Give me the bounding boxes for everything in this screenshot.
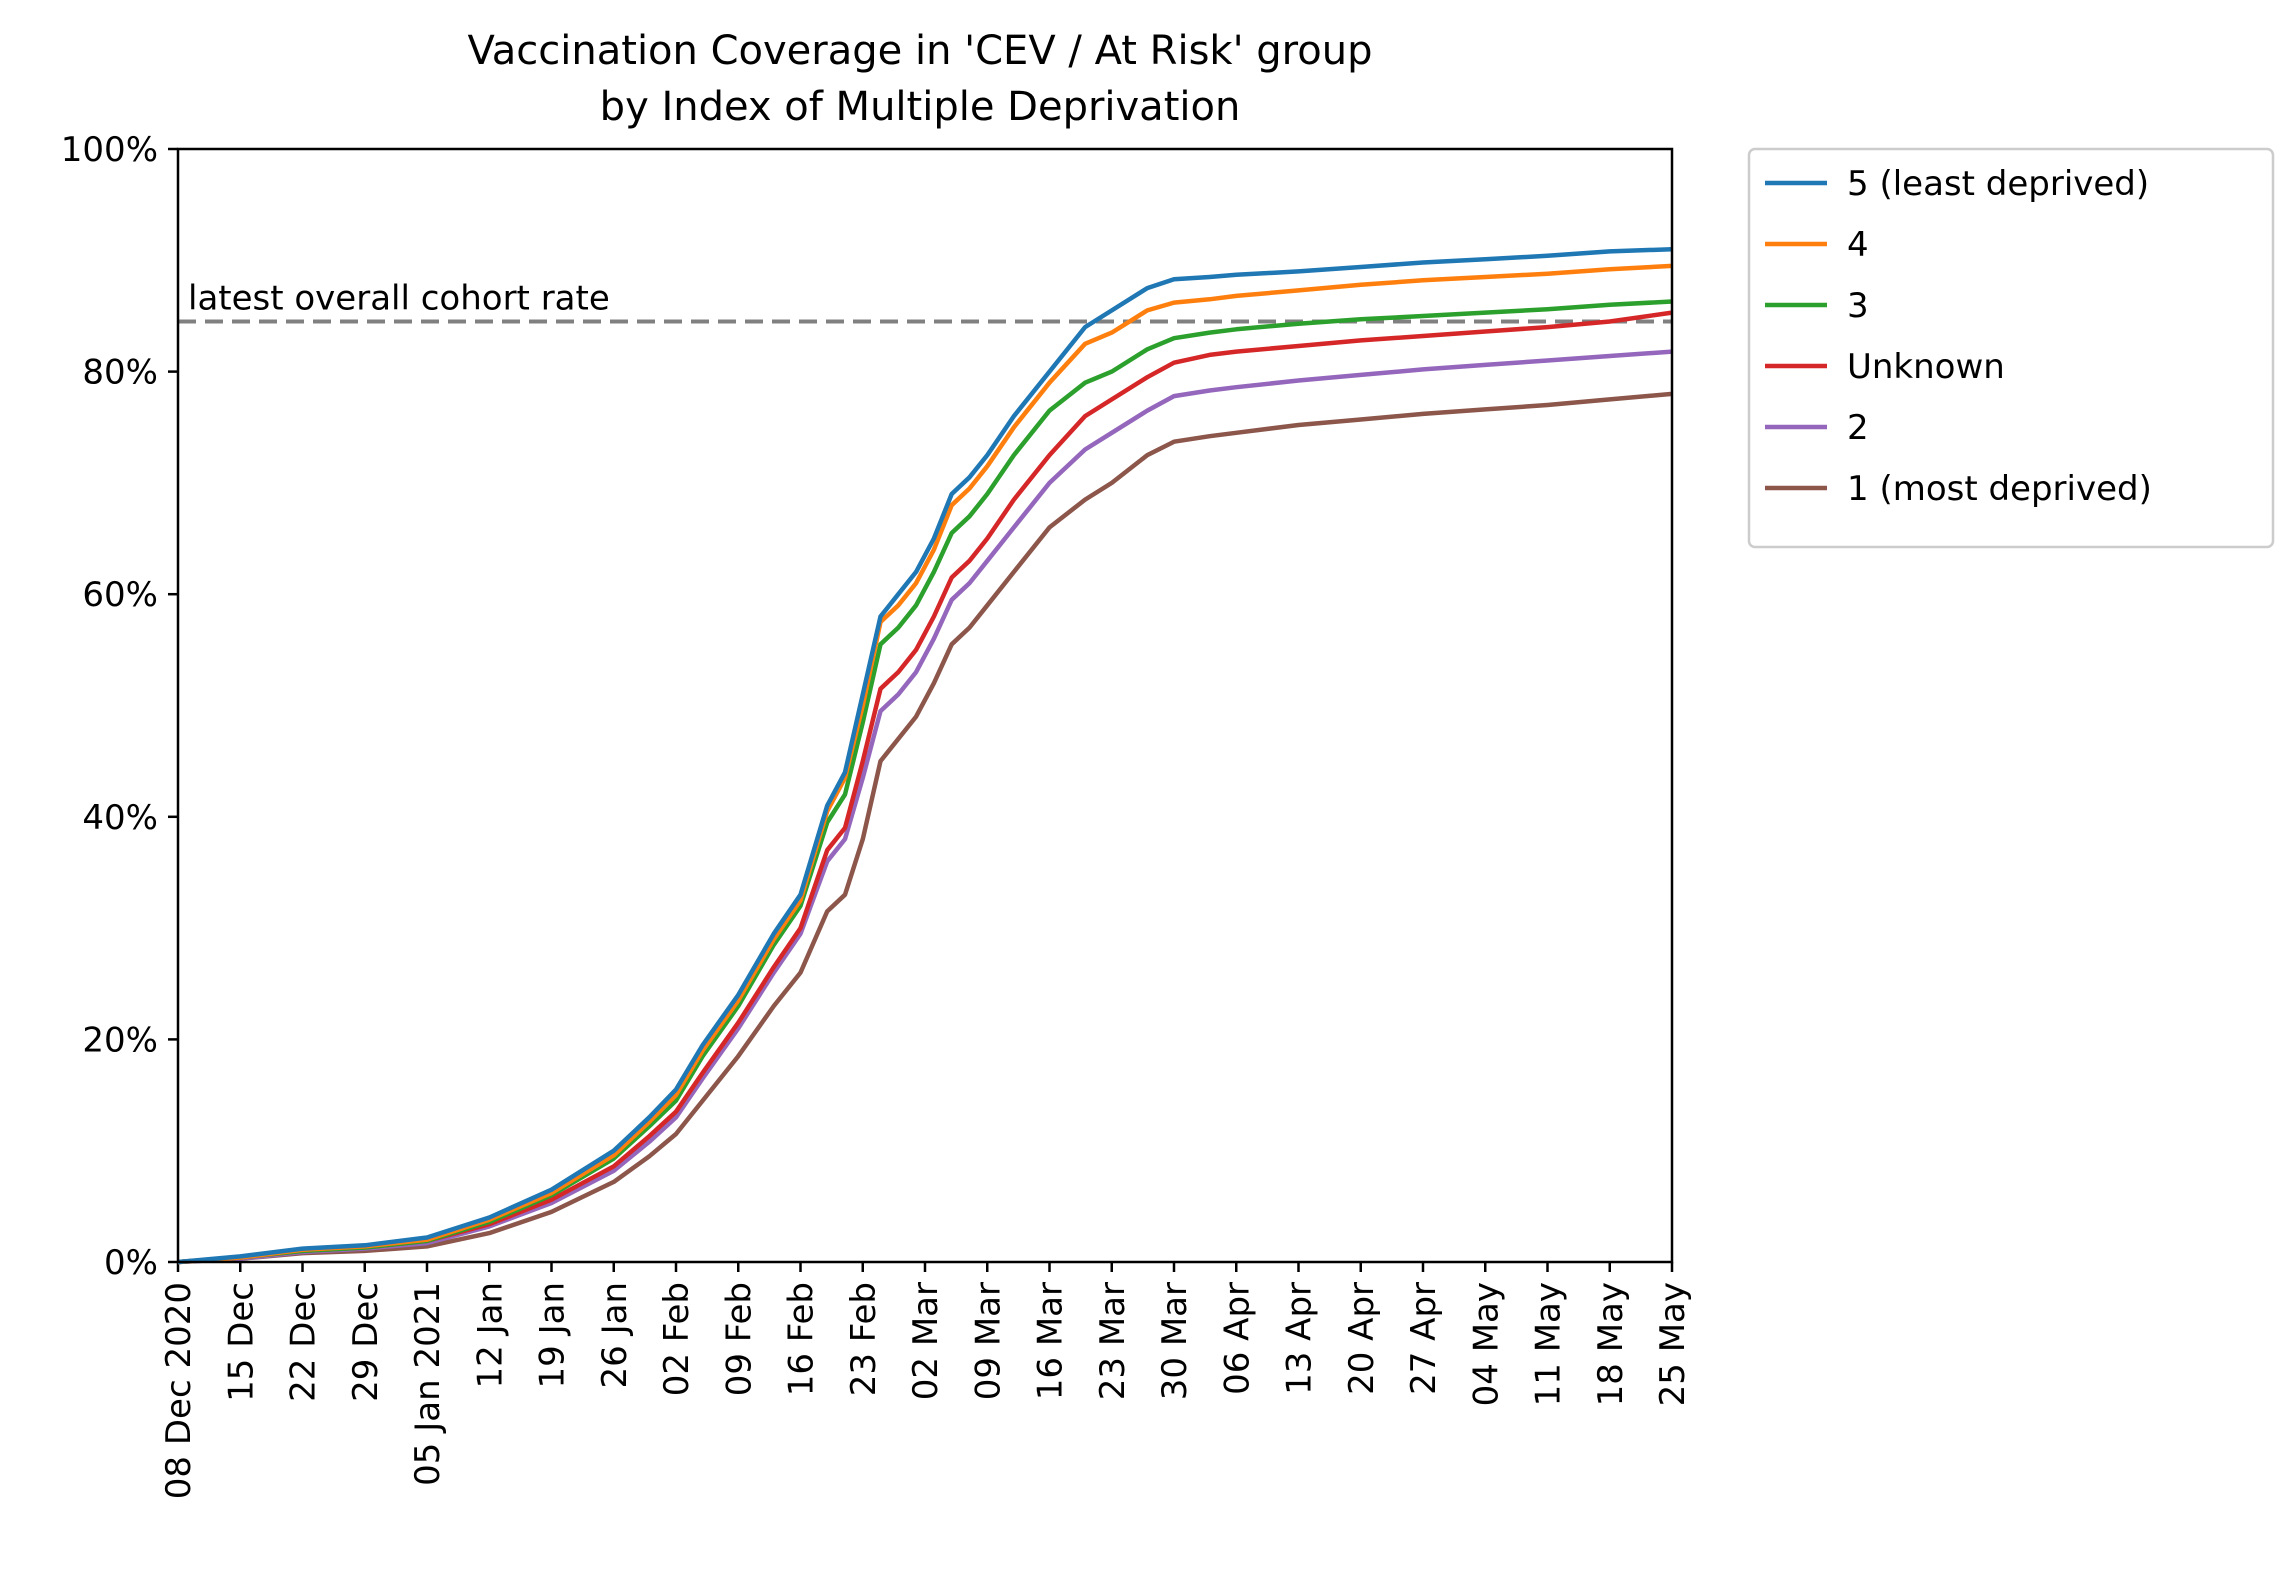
- y-tick-label: 80%: [82, 353, 158, 393]
- x-tick-label: 19 Jan: [533, 1282, 573, 1388]
- x-tick-label: 16 Mar: [1031, 1282, 1071, 1400]
- chart-title-line-2: by Index of Multiple Deprivation: [600, 84, 1241, 130]
- legend-label: 3: [1847, 286, 1869, 326]
- chart-title: Vaccination Coverage in 'CEV / At Risk' …: [468, 28, 1373, 130]
- x-tick-label: 05 Jan 2021: [408, 1282, 448, 1486]
- x-tick-label: 25 May: [1653, 1282, 1693, 1406]
- y-tick-label: 100%: [61, 130, 158, 170]
- y-tick-label: 60%: [82, 575, 158, 615]
- x-tick-label: 08 Dec 2020: [159, 1282, 199, 1499]
- x-tick-label: 15 Dec: [221, 1282, 261, 1402]
- x-axis: 08 Dec 2020 15 Dec 22 Dec 29 Dec 05 Jan 2021…: [159, 1262, 1693, 1499]
- legend-label: 4: [1847, 225, 1869, 265]
- x-tick-label: 23 Feb: [844, 1282, 884, 1396]
- legend: 5 (least deprived) 4 3 Unknown 2 1 (most depr…: [1747, 147, 2275, 549]
- x-tick-label: 26 Jan: [595, 1282, 635, 1388]
- chart-title-line-1: Vaccination Coverage in 'CEV / At Risk' …: [468, 28, 1373, 74]
- x-tick-label: 09 Mar: [968, 1282, 1008, 1400]
- y-tick-label: 0%: [104, 1243, 158, 1283]
- x-tick-label: 11 May: [1529, 1282, 1569, 1406]
- series-line: [177, 299, 1673, 1265]
- series-line: [177, 349, 1673, 1265]
- x-tick-label: 09 Feb: [719, 1282, 759, 1396]
- reference-line-group: latest overall cohort rate: [178, 279, 1672, 324]
- series-line: [177, 391, 1673, 1265]
- legend-frame: [1747, 147, 2275, 549]
- x-tick-label: 02 Feb: [657, 1282, 697, 1396]
- series-line: [177, 263, 1673, 1265]
- y-tick-label: 20%: [82, 1020, 158, 1060]
- legend-label: 5 (least deprived): [1847, 164, 2149, 204]
- y-tick-label: 40%: [82, 798, 158, 838]
- legend-label: Unknown: [1847, 347, 2005, 387]
- x-tick-label: 27 Apr: [1404, 1282, 1444, 1395]
- x-tick-label: 23 Mar: [1093, 1282, 1133, 1400]
- y-axis: 0% 20% 40% 60% 80% 100%: [61, 130, 178, 1283]
- x-tick-label: 20 Apr: [1342, 1282, 1382, 1395]
- x-tick-label: 30 Mar: [1155, 1282, 1195, 1400]
- x-tick-label: 04 May: [1466, 1282, 1506, 1406]
- series-line: [177, 246, 1673, 1265]
- x-tick-label: 16 Feb: [782, 1282, 822, 1396]
- legend-label: 1 (most deprived): [1847, 469, 2152, 509]
- reference-line-label: latest overall cohort rate: [188, 279, 610, 319]
- x-tick-label: 22 Dec: [284, 1282, 324, 1402]
- x-tick-label: 12 Jan: [470, 1282, 510, 1388]
- x-tick-label: 13 Apr: [1280, 1282, 1320, 1395]
- plot-area-frame: [176, 147, 1674, 1264]
- x-tick-label: 18 May: [1591, 1282, 1631, 1406]
- x-tick-label: 29 Dec: [346, 1282, 386, 1402]
- x-tick-label: 06 Apr: [1217, 1282, 1257, 1395]
- series-layer: [177, 246, 1673, 1265]
- legend-label: 2: [1847, 408, 1869, 448]
- series-line: [177, 310, 1673, 1265]
- x-tick-label: 02 Mar: [906, 1282, 946, 1400]
